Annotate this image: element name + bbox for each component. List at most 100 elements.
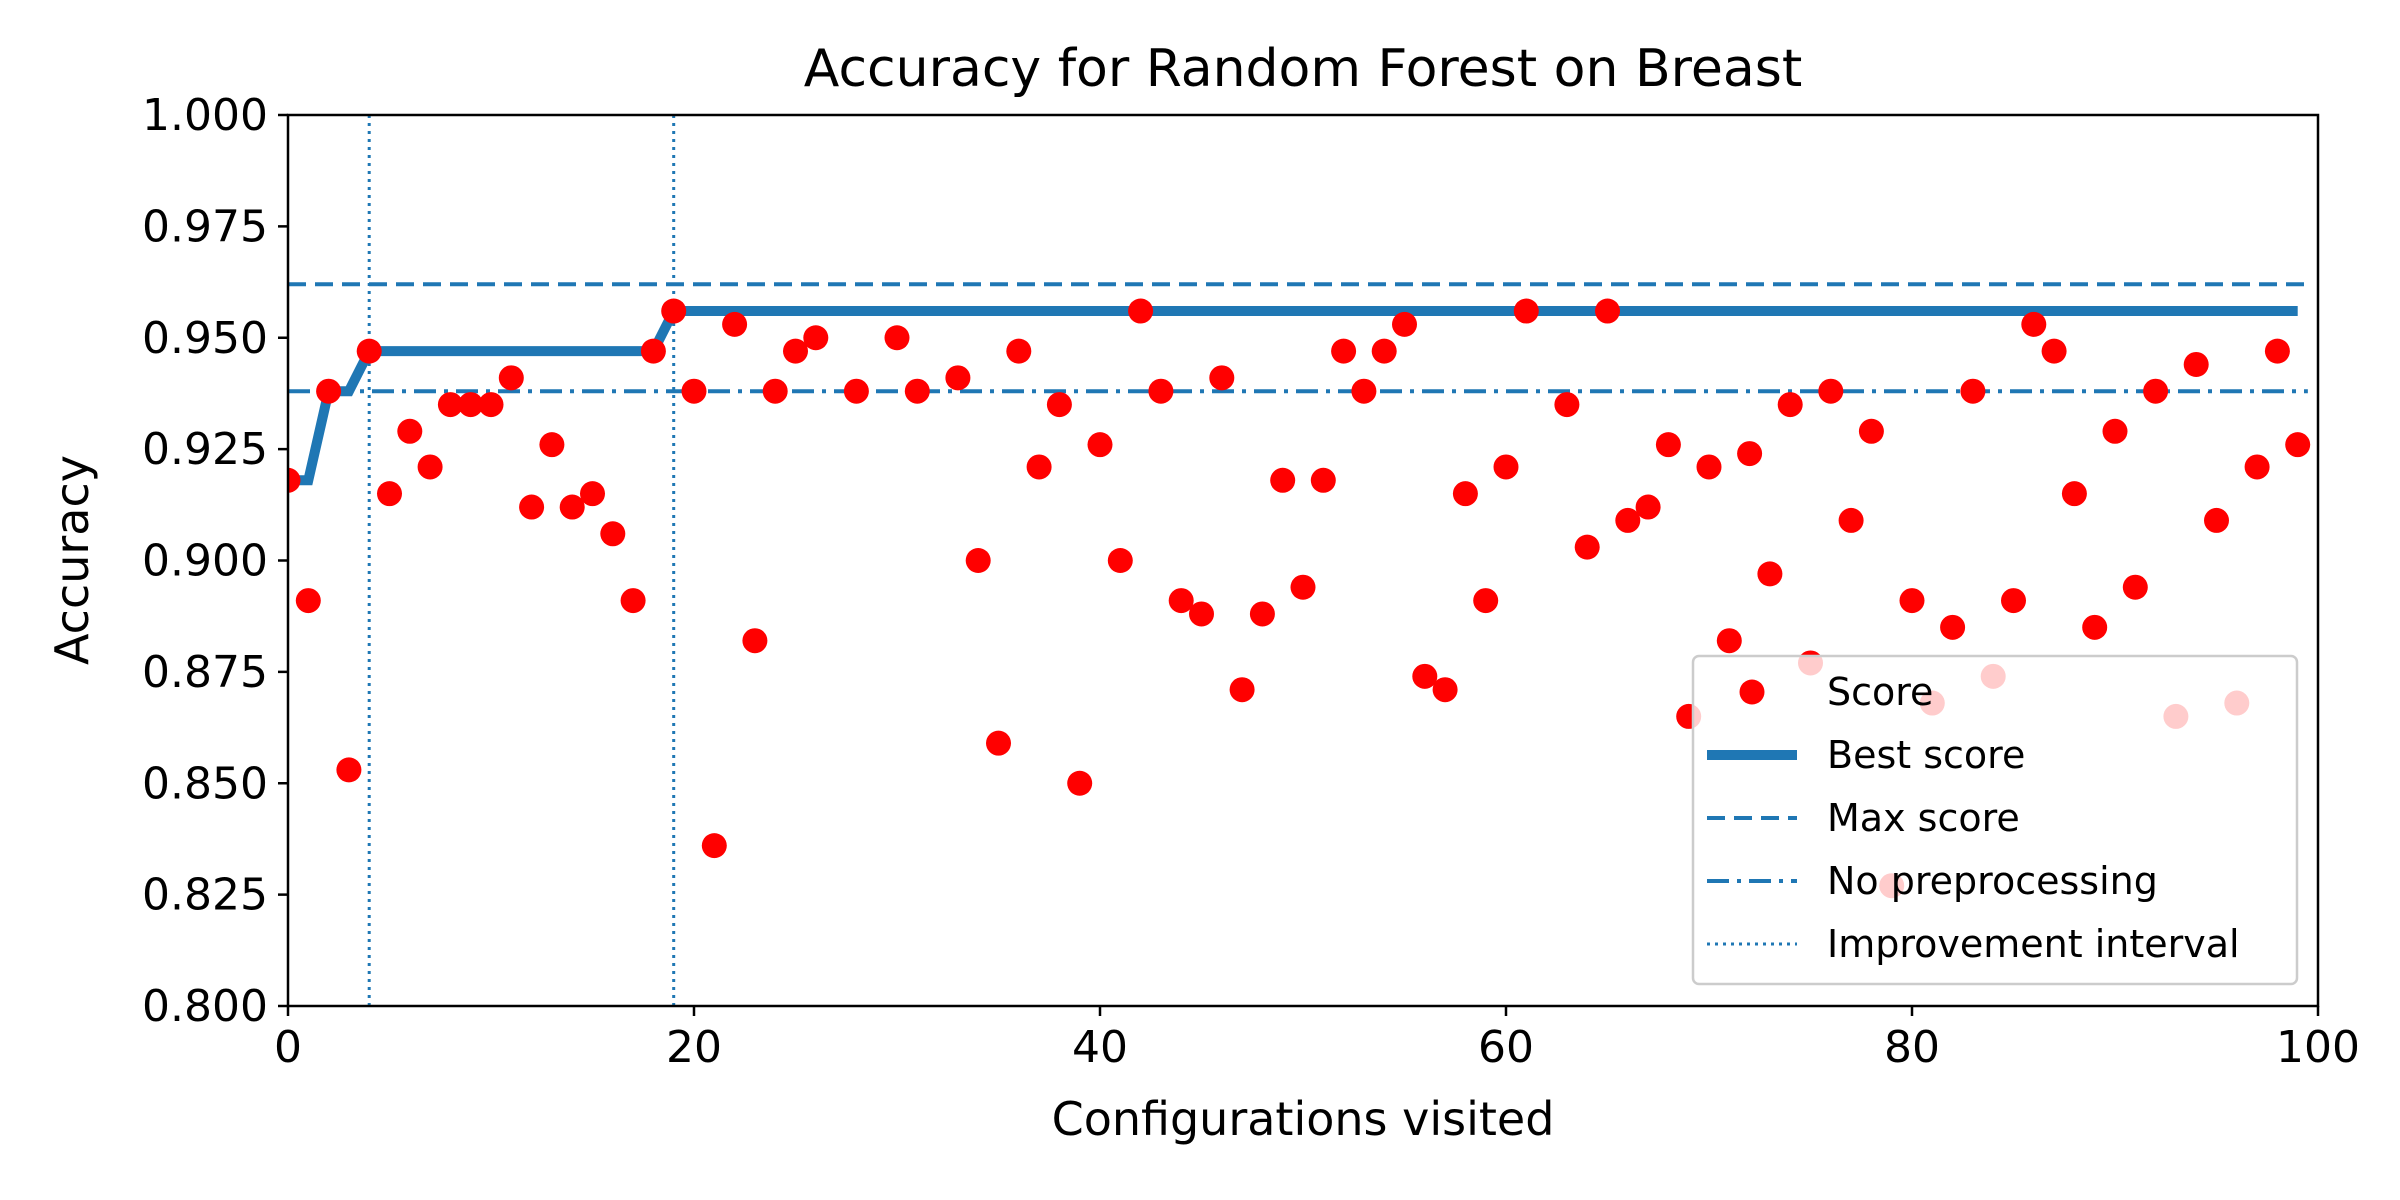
score-point xyxy=(478,392,504,418)
score-point xyxy=(742,628,768,654)
score-point xyxy=(1148,378,1174,404)
score-point xyxy=(1858,418,1884,444)
x-tick-label: 20 xyxy=(666,1022,722,1073)
score-point xyxy=(1290,574,1316,600)
score-point xyxy=(1777,392,1803,418)
score-point xyxy=(1554,392,1580,418)
score-point xyxy=(1046,392,1072,418)
score-point xyxy=(2183,351,2209,377)
score-point xyxy=(640,338,666,364)
x-tick-label: 80 xyxy=(1884,1022,1940,1073)
score-point xyxy=(458,392,484,418)
score-point xyxy=(1655,432,1681,458)
score-point xyxy=(965,548,991,573)
y-tick-label: 0.950 xyxy=(142,313,268,364)
legend-label-no-preprocessing: No preprocessing xyxy=(1827,859,2158,903)
score-point xyxy=(1960,378,1986,404)
score-point xyxy=(1087,432,1113,458)
score-point xyxy=(1473,588,1499,614)
y-tick-label: 1.000 xyxy=(142,90,268,141)
score-point xyxy=(2021,311,2047,337)
score-point xyxy=(417,454,443,480)
score-point xyxy=(600,521,626,547)
score-point xyxy=(2264,338,2290,364)
score-point xyxy=(843,378,869,404)
score-point xyxy=(1940,614,1966,640)
y-axis-label: Accuracy xyxy=(45,455,99,665)
score-point xyxy=(2122,574,2148,600)
score-point xyxy=(904,378,930,404)
legend-label-improvement-interval: Improvement interval xyxy=(1827,922,2240,966)
x-tick-label: 40 xyxy=(1072,1022,1128,1073)
score-point xyxy=(539,432,565,458)
score-point xyxy=(1026,454,1052,480)
score-point xyxy=(1128,298,1154,324)
score-point xyxy=(1615,507,1641,533)
score-point xyxy=(1331,338,1357,364)
score-point xyxy=(2143,378,2169,404)
score-point xyxy=(1595,298,1620,324)
score-point xyxy=(2001,588,2026,614)
score-point xyxy=(1493,454,1519,480)
y-tick-label: 0.800 xyxy=(142,981,268,1032)
chart-title: Accuracy for Random Forest on Breast xyxy=(804,39,1802,99)
score-point xyxy=(803,325,829,351)
score-point xyxy=(1696,454,1722,480)
legend-label-best-score: Best score xyxy=(1827,733,2025,777)
score-point xyxy=(2061,481,2087,507)
legend-label-score: Score xyxy=(1827,670,1933,714)
score-point xyxy=(1351,378,1377,404)
score-point xyxy=(1432,677,1458,703)
score-point xyxy=(1229,677,1255,703)
score-point xyxy=(295,588,321,614)
score-point xyxy=(1899,588,1925,614)
score-point xyxy=(1716,628,1742,654)
score-point xyxy=(1392,311,1417,337)
y-tick-label: 0.875 xyxy=(142,647,268,698)
x-tick-label: 100 xyxy=(2276,1022,2360,1073)
score-point xyxy=(1574,534,1600,560)
y-tick-label: 0.900 xyxy=(142,536,268,587)
score-point xyxy=(1838,507,1864,533)
score-point xyxy=(1006,338,1032,364)
score-point xyxy=(945,365,971,391)
x-tick-label: 60 xyxy=(1478,1022,1534,1073)
score-point xyxy=(580,481,605,507)
score-point xyxy=(1737,441,1763,467)
score-point xyxy=(1189,601,1214,627)
score-point xyxy=(2041,338,2067,364)
score-point xyxy=(1168,588,1194,614)
y-tick-label: 0.850 xyxy=(142,758,268,809)
score-point xyxy=(1107,548,1133,573)
legend-label-max-score: Max score xyxy=(1827,796,2020,840)
x-tick-label: 0 xyxy=(274,1022,302,1073)
score-point xyxy=(377,481,402,507)
score-point xyxy=(397,418,423,444)
legend: Score Best score Max score No preprocessing… xyxy=(1691,654,2299,986)
x-axis-label: Configurations visited xyxy=(1052,1092,1555,1146)
score-point xyxy=(559,494,585,520)
score-point xyxy=(1635,494,1661,520)
score-point xyxy=(661,298,687,324)
score-point xyxy=(519,494,545,520)
score-point xyxy=(620,588,646,614)
score-point xyxy=(498,365,524,391)
score-point xyxy=(681,378,707,404)
score-point xyxy=(2204,507,2229,533)
score-point xyxy=(2285,432,2311,458)
score-point xyxy=(356,338,382,364)
score-point xyxy=(762,378,788,404)
score-point xyxy=(986,730,1011,756)
score-point xyxy=(1310,467,1336,493)
score-point xyxy=(2082,614,2108,640)
score-point xyxy=(1371,338,1397,364)
score-point xyxy=(701,833,727,859)
score-point xyxy=(1412,663,1438,689)
legend-marker-score xyxy=(1739,679,1765,705)
score-point xyxy=(316,378,342,404)
score-point xyxy=(288,467,301,493)
score-point xyxy=(1818,378,1844,404)
axes: 0 20 40 60 80 100 0.800 0.825 0.850 0.875 0.900 0.9… xyxy=(142,90,2360,1073)
